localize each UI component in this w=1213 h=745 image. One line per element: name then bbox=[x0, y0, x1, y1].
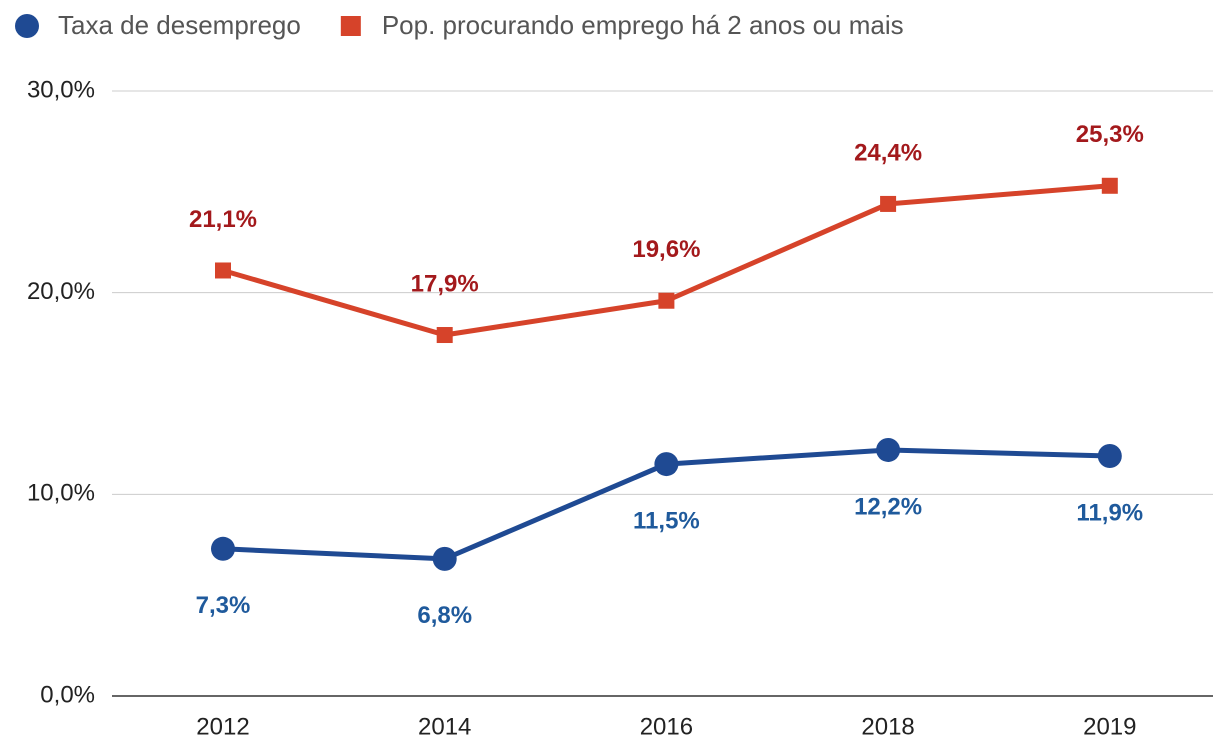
point bbox=[432, 546, 457, 571]
data-label: 21,1% bbox=[189, 206, 257, 233]
point bbox=[654, 452, 679, 477]
point bbox=[1097, 444, 1122, 469]
x-tick-label: 2018 bbox=[861, 713, 914, 740]
data-label: 11,9% bbox=[1076, 499, 1143, 526]
point bbox=[876, 437, 901, 462]
point bbox=[436, 327, 453, 344]
point bbox=[1101, 177, 1118, 194]
data-label: 6,8% bbox=[417, 602, 472, 629]
data-label: 25,3% bbox=[1076, 121, 1144, 148]
data-label: 12,2% bbox=[854, 493, 922, 520]
data-label: 17,9% bbox=[411, 270, 479, 297]
y-tick-label: 20,0% bbox=[27, 278, 95, 305]
x-tick-label: 2014 bbox=[418, 713, 471, 740]
x-tick-label: 2016 bbox=[640, 713, 693, 740]
legend-marker bbox=[340, 16, 361, 36]
legend-marker bbox=[15, 14, 39, 38]
point bbox=[215, 262, 231, 279]
data-label: 24,4% bbox=[854, 139, 922, 166]
y-tick-label: 10,0% bbox=[27, 480, 95, 507]
data-label: 7,3% bbox=[196, 592, 251, 619]
y-tick-label: 30,0% bbox=[27, 76, 95, 103]
y-tick-label: 0,0% bbox=[40, 681, 95, 708]
legend-label: Taxa de desemprego bbox=[58, 10, 301, 40]
point bbox=[211, 536, 235, 561]
data-label: 19,6% bbox=[632, 236, 700, 263]
point bbox=[658, 292, 675, 309]
point bbox=[880, 195, 897, 212]
legend-label: Pop. procurando emprego há 2 anos ou mai… bbox=[382, 10, 904, 40]
x-tick-label: 2019 bbox=[1083, 713, 1136, 740]
x-tick-label: 2012 bbox=[196, 713, 249, 740]
data-label: 11,5% bbox=[633, 507, 700, 534]
